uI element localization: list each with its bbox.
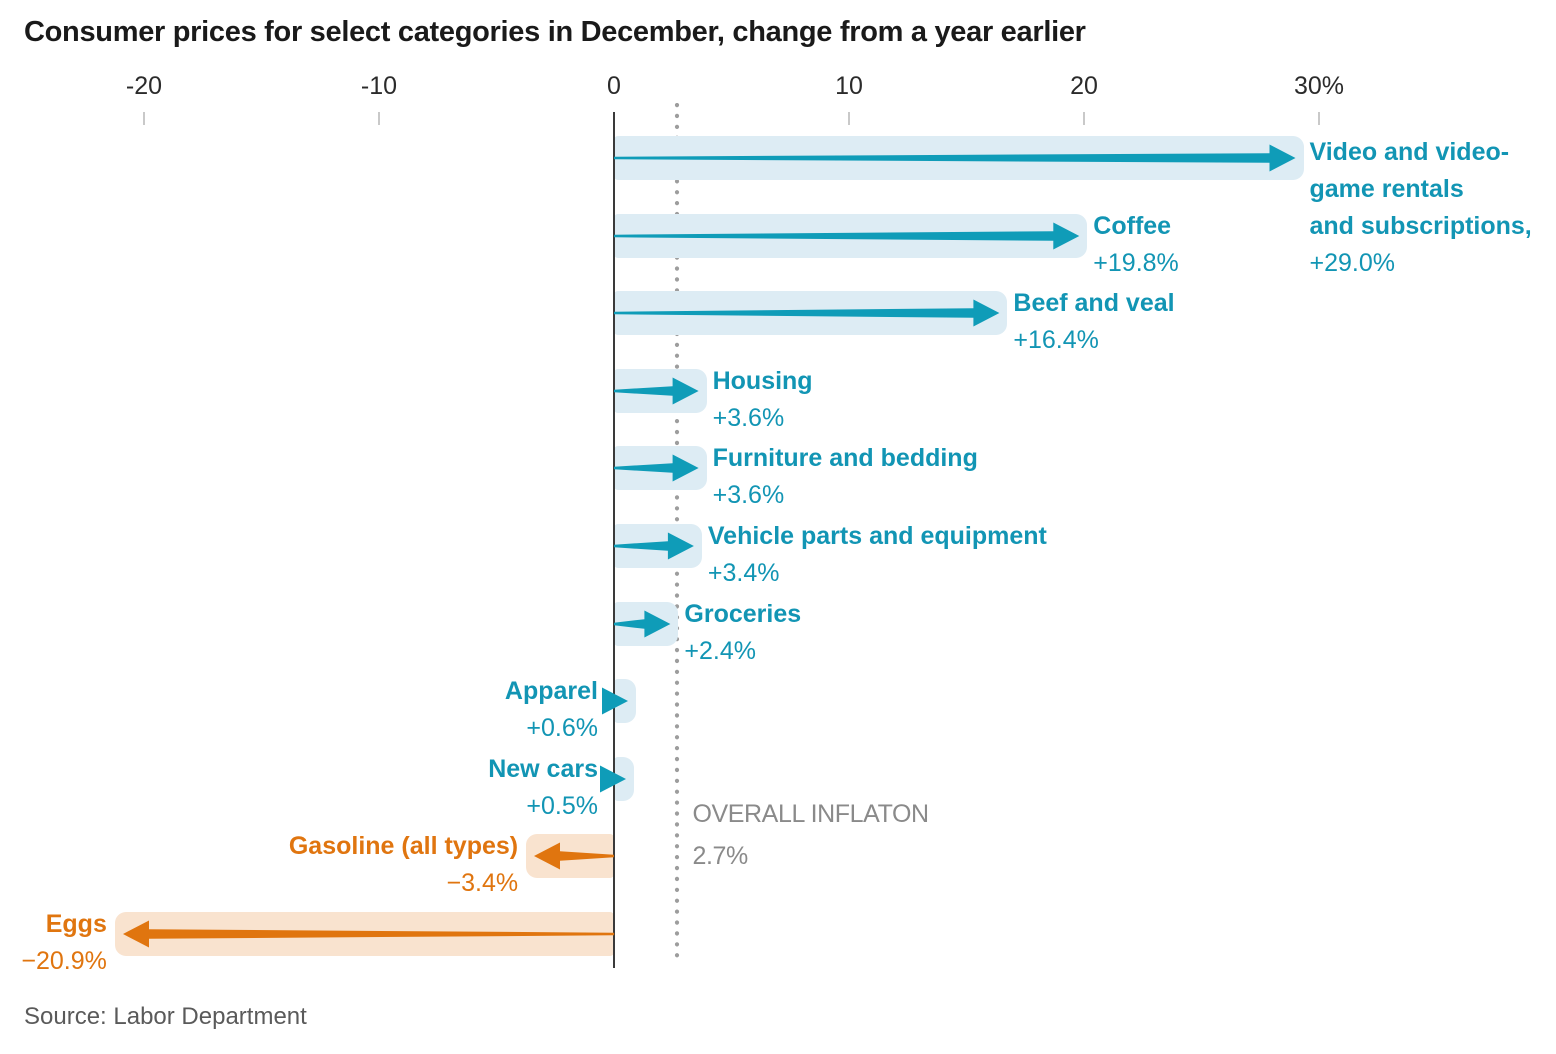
x-tick-label: 0	[607, 72, 621, 100]
category-name: Housing	[712, 366, 813, 395]
x-tick-label: 20	[1070, 72, 1098, 100]
category-value: +3.4%	[707, 559, 780, 587]
category-name: Apparel	[504, 677, 598, 706]
category-label: Video and video-game rentals and subscrip…	[1310, 134, 1532, 282]
bar-arrow	[614, 222, 1080, 250]
category-name: Groceries	[684, 599, 802, 628]
category-value: +3.6%	[712, 481, 785, 510]
x-tick-label: 10	[835, 72, 863, 100]
bar-arrow	[122, 920, 614, 948]
bar-arrow	[614, 610, 671, 638]
bar-arrow	[602, 687, 629, 715]
x-tick-mark	[848, 112, 850, 125]
category-value: +19.8%	[1093, 248, 1179, 277]
bar-arrow	[614, 532, 694, 560]
source-note: Source: Labor Department	[24, 1003, 307, 1030]
category-name: and subscriptions,	[1309, 212, 1532, 240]
category-name: Vehicle parts and equipment	[707, 522, 1047, 550]
category-label: Furniture and bedding +3.6%	[713, 440, 978, 514]
category-label: Housing +3.6%	[713, 363, 813, 437]
category-value: +3.6%	[712, 403, 785, 432]
category-value: −3.4%	[446, 869, 519, 898]
category-label: New cars +0.5%	[488, 751, 598, 825]
category-label: Eggs −20.9%	[21, 906, 107, 980]
category-value: +2.4%	[684, 636, 756, 665]
bar-arrow	[614, 454, 699, 482]
overall-inflation-label: OVERALL INFLATON	[692, 800, 929, 828]
bar-arrow	[599, 765, 626, 793]
bar-arrow	[614, 299, 1000, 327]
category-label: Groceries +2.4%	[684, 596, 801, 670]
x-tick-mark	[378, 112, 380, 125]
category-name: Eggs	[45, 910, 107, 938]
category-name: New cars	[488, 754, 598, 783]
category-name: Video and video-	[1309, 138, 1510, 166]
category-label: Coffee +19.8%	[1093, 208, 1179, 282]
chart-title: Consumer prices for select categories in…	[24, 16, 1086, 48]
x-tick-label: 30%	[1293, 72, 1345, 100]
axis-zero-line	[612, 112, 615, 968]
category-name: game rentals	[1309, 175, 1464, 203]
x-tick-mark	[1318, 112, 1320, 125]
category-value: +0.6%	[526, 714, 598, 743]
category-label: Beef and veal +16.4%	[1013, 285, 1174, 359]
category-value: −20.9%	[21, 947, 107, 975]
x-tick-label: -10	[360, 72, 398, 100]
category-value: +0.5%	[526, 791, 598, 820]
bar-arrow	[614, 377, 699, 405]
x-tick-label: -20	[125, 72, 163, 100]
category-value: +16.4%	[1013, 326, 1099, 355]
category-label: Apparel +0.6%	[505, 673, 598, 747]
category-name: Furniture and bedding	[712, 444, 978, 473]
bar-arrow	[614, 144, 1296, 172]
category-label: Gasoline (all types) −3.4%	[289, 828, 518, 902]
overall-inflation-value: 2.7%	[692, 842, 748, 870]
x-tick-mark	[1083, 112, 1085, 125]
x-tick-mark	[143, 112, 145, 125]
category-label: Vehicle parts and equipment +3.4%	[708, 518, 1047, 592]
category-name: Beef and veal	[1013, 289, 1175, 318]
category-name: Gasoline (all types)	[288, 832, 519, 861]
category-value: +29.0%	[1309, 249, 1396, 277]
overall-inflation-note: OVERALL INFLATON 2.7%	[692, 793, 929, 877]
category-name: Coffee	[1093, 211, 1172, 240]
bar-arrow	[534, 842, 614, 870]
